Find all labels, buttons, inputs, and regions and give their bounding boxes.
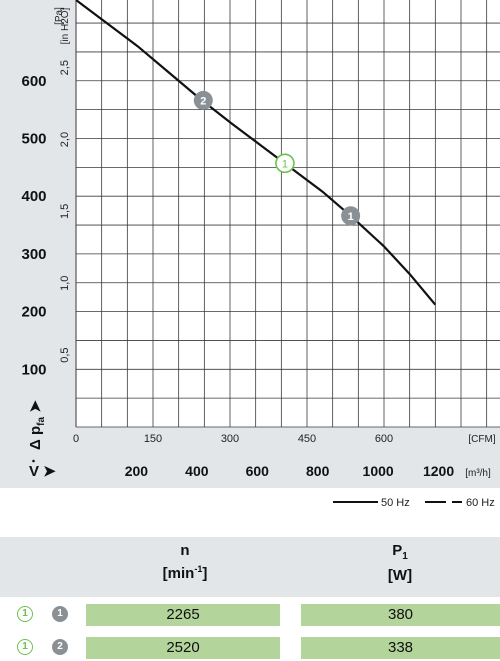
y-tick-label-pa: 500 <box>21 130 46 147</box>
curve-50-hz <box>75 0 437 306</box>
speed-value: 2265 <box>86 604 280 626</box>
y-tick-label-inh2o: 1,5 <box>59 204 71 219</box>
x-tick-label-cfm: 150 <box>144 433 162 445</box>
y-tick-label-inh2o: 0,5 <box>59 347 71 362</box>
x-tick-label-cfm: 450 <box>298 433 316 445</box>
x-tick-label-cfm: 0 <box>73 433 79 445</box>
y-tick-label-pa: 600 <box>21 73 46 90</box>
legend-50hz-label: 50 Hz <box>381 497 410 509</box>
x-tick-label-m3h: 400 <box>185 463 209 479</box>
operating-point: 1 <box>341 206 361 226</box>
chart-labels: 0 150 300 450 600 [CFM]200 400 600 800 1000 1200 [m… <box>21 7 495 479</box>
operating-point-circle <box>275 153 295 174</box>
operating-point-circle <box>341 206 361 226</box>
operating-point: 2 <box>193 90 213 110</box>
x-axis-panel <box>0 427 500 488</box>
table-col-speed-title: n <box>180 542 190 559</box>
operating-point-badge-outline: 1 <box>17 606 33 622</box>
power-value: 380 <box>301 604 500 626</box>
y-tick-label-pa: 300 <box>21 246 46 263</box>
y-axis-panel <box>0 0 76 488</box>
speed-value: 2520 <box>86 637 280 659</box>
legend-60hz-label: 60 Hz <box>466 497 495 509</box>
plot-area <box>76 0 500 427</box>
table-row: 1 1 2265 380 <box>0 604 500 626</box>
y-unit-inh2o: [in H2O] <box>60 7 71 44</box>
power-value: 338 <box>301 637 500 659</box>
x-tick-label-m3h: 200 <box>125 463 149 479</box>
x-tick-label-m3h: 1000 <box>363 463 394 479</box>
operating-point-label: 2 <box>200 95 206 107</box>
x-tick-label-m3h: 600 <box>246 463 270 479</box>
grid-lines <box>75 0 500 428</box>
table-col-power: P1 [W] <box>335 541 465 585</box>
legend: 50 Hz 60 Hz <box>333 497 495 509</box>
chart-marks: 2 1 1 <box>75 0 437 306</box>
y-tick-label-inh2o: 2,5 <box>59 60 71 75</box>
table-col-speed: n [min-1] <box>120 541 250 583</box>
table-col-power-title: P1 <box>392 542 408 562</box>
svg-text:V ➤: V ➤ <box>29 463 56 480</box>
x-tick-label-cfm: 600 <box>375 433 393 445</box>
operating-point-label: 1 <box>348 211 354 223</box>
operating-point: 1 <box>275 153 295 174</box>
operating-point-badge-filled: 1 <box>52 606 68 622</box>
y-unit-pa: [Pa] <box>54 7 65 25</box>
table-col-speed-unit: [min-1] <box>162 564 208 582</box>
operating-point-badge-outline: 1 <box>17 639 33 655</box>
x-unit-m3h: [m³/h] <box>465 468 491 479</box>
table-header: n [min-1] P1 [W] <box>0 537 500 597</box>
x-unit-cfm: [CFM] <box>468 434 495 445</box>
x-tick-label-cfm: 300 <box>221 433 239 445</box>
svg-text:Δ pfa ➤: Δ pfa ➤ <box>27 400 47 450</box>
x-tick-label-m3h: 1200 <box>423 463 454 479</box>
operating-point-circle <box>193 90 213 110</box>
y-tick-label-inh2o: 1,0 <box>59 276 71 291</box>
x-tick-label-m3h: 800 <box>306 463 330 479</box>
y-tick-label-pa: 400 <box>21 188 46 205</box>
operating-point-badge-filled: 2 <box>52 639 68 655</box>
y-axis-label: Δ pfa ➤ <box>27 400 47 450</box>
y-tick-label-pa: 100 <box>21 361 46 378</box>
table-row: 1 2 2520 338 <box>0 637 500 659</box>
y-tick-label-inh2o: 2,0 <box>59 132 71 147</box>
operating-point-label: 1 <box>282 158 288 170</box>
y-tick-label-pa: 200 <box>21 304 46 321</box>
table-col-power-unit: [W] <box>387 567 413 584</box>
x-axis-label: V ➤ <box>29 459 56 480</box>
